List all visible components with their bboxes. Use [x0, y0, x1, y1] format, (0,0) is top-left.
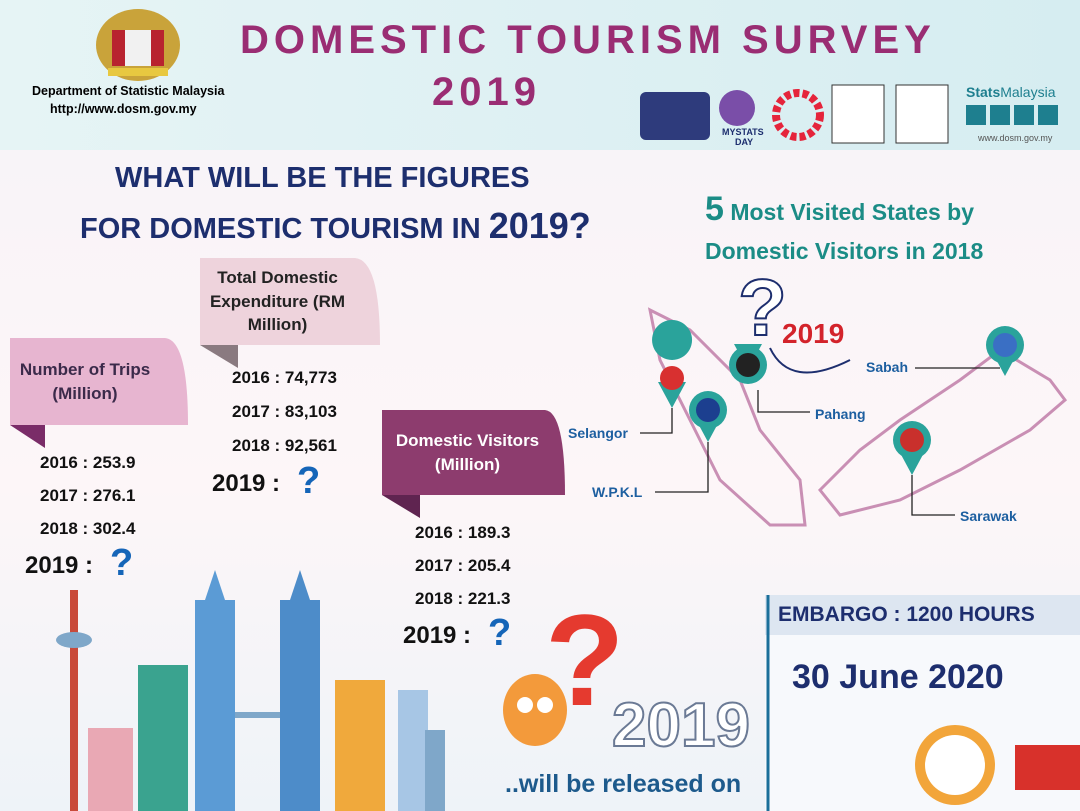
question-text: FOR DOMESTIC TOURISM IN	[80, 213, 481, 245]
url: http://www.dosm.gov.my	[50, 102, 197, 116]
question-line: WHAT WILL BE THE FIGURES	[115, 162, 530, 194]
state-label: Sarawak	[960, 508, 1017, 524]
mystats-day: DAY	[735, 137, 754, 147]
pending-year: 2019 :	[403, 622, 472, 649]
expenditure-tab	[200, 258, 380, 345]
map-pins	[652, 320, 1024, 475]
pending-mark: ?	[110, 542, 134, 584]
states-heading: 5 Most Visited States by	[705, 190, 974, 229]
data-row: 2016 : 253.9	[40, 453, 136, 472]
question-year: 2019?	[488, 205, 591, 246]
state-label: W.P.K.L	[592, 484, 643, 500]
brand-url: www.dosm.gov.my	[978, 133, 1053, 143]
brand: StatsMalaysia	[966, 84, 1055, 100]
map	[647, 307, 1068, 527]
data-row: 2018 : 302.4	[40, 519, 136, 538]
mystats: MYSTATS	[722, 127, 764, 137]
embargo: EMBARGO : 1200 HOURS	[778, 603, 1035, 626]
states-num: 5	[705, 190, 724, 228]
states-heading: Domestic Visitors in 2018	[705, 238, 984, 264]
release-question: ?	[545, 587, 625, 733]
release-text: ..will be released on	[505, 770, 742, 798]
data-row: 2017 : 205.4	[415, 556, 511, 575]
skyline	[56, 570, 445, 811]
state-label: Pahang	[815, 406, 866, 422]
data-row: 2017 : 276.1	[40, 486, 136, 505]
tab-fold	[10, 425, 45, 448]
question-line: FOR DOMESTIC TOURISM IN 2019?	[80, 205, 591, 247]
mascot	[503, 674, 567, 746]
visitors-tab	[382, 410, 565, 495]
release-date: 30 June 2020	[792, 658, 1004, 696]
data-row: 2016 : 74,773	[232, 368, 337, 387]
main-year: 2019	[432, 70, 541, 114]
pending-mark: ?	[297, 460, 321, 502]
trips-tab	[10, 338, 188, 425]
pending-year: 2019 :	[212, 470, 281, 497]
department: Department of Statistic Malaysia	[32, 84, 225, 98]
map-question: ?	[737, 262, 788, 353]
expenditure-title: Total Domestic Expenditure (RM Million)	[209, 267, 346, 335]
stopwatch	[915, 725, 1080, 805]
main-title: DOMESTIC TOURISM SURVEY	[240, 18, 936, 62]
pending-year: 2019 :	[25, 552, 94, 579]
visitors-title: Domestic Visitors (Million)	[395, 430, 540, 474]
tab-fold	[200, 345, 238, 368]
brand-light: Malaysia	[1000, 84, 1056, 100]
pending-mark: ?	[488, 612, 512, 654]
state-label: Selangor	[568, 425, 628, 441]
states-text: Most Visited States by	[730, 199, 975, 225]
data-row: 2018 : 221.3	[415, 589, 511, 608]
crest	[96, 9, 180, 81]
tab-fold	[382, 495, 420, 518]
data-row: 2016 : 189.3	[415, 523, 511, 542]
map-year: 2019	[782, 318, 845, 349]
release-year: 2019	[611, 690, 751, 761]
data-row: 2018 : 92,561	[232, 436, 337, 455]
data-row: 2017 : 83,103	[232, 402, 337, 421]
logos	[640, 84, 1058, 144]
brand-bold: Stats	[966, 84, 1001, 100]
state-label: Sabah	[866, 359, 909, 375]
leader-lines	[640, 367, 1000, 516]
embargo-strip	[765, 595, 1080, 635]
trips-title: Number of Trips (Million)	[19, 359, 151, 403]
